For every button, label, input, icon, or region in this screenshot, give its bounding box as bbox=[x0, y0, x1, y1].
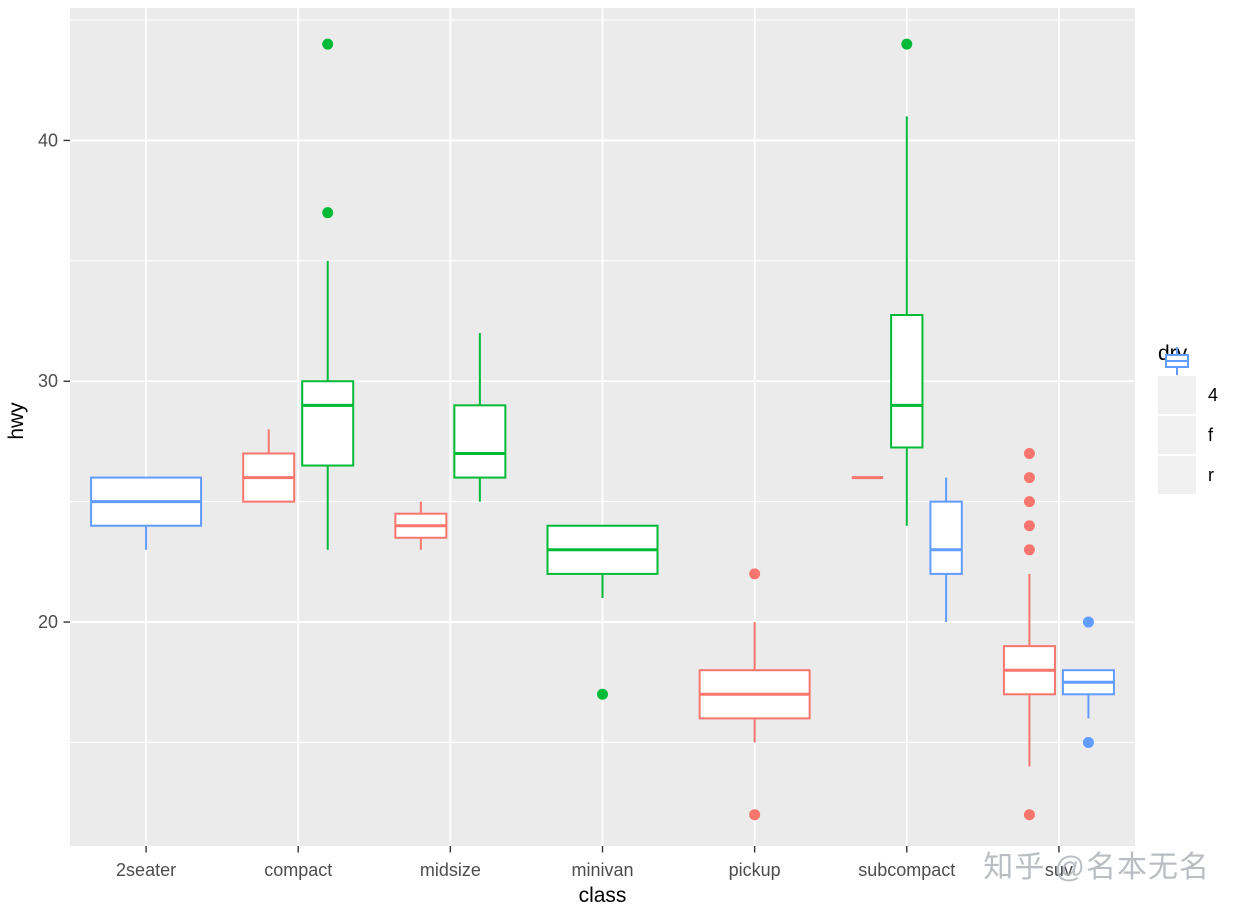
y-tick-label: 40 bbox=[38, 130, 58, 150]
box-rect bbox=[301, 380, 355, 467]
outlier-point bbox=[1023, 520, 1035, 532]
legend-key bbox=[1158, 347, 1196, 414]
x-axis-title: class bbox=[578, 884, 627, 907]
watermark: 知乎 @名本无名 bbox=[983, 851, 1210, 884]
box-minivan-f bbox=[546, 524, 659, 700]
box-2seater-r bbox=[90, 476, 203, 550]
box-rect bbox=[453, 404, 507, 479]
legend-label: r bbox=[1208, 464, 1214, 485]
legend-item: f bbox=[1158, 347, 1218, 454]
legend-label: 4 bbox=[1208, 384, 1219, 405]
outlier-point bbox=[1023, 496, 1035, 508]
legend-key bbox=[1158, 347, 1196, 494]
y-tick-label: 30 bbox=[38, 371, 58, 391]
box-midsize-4 bbox=[394, 501, 448, 550]
box-subcompact-r bbox=[929, 477, 963, 623]
outlier-point bbox=[1082, 616, 1094, 628]
box-midsize-f bbox=[453, 333, 507, 502]
legend-key bbox=[1158, 347, 1196, 454]
x-tick-label: subcompact bbox=[858, 860, 955, 880]
box-compact-4 bbox=[242, 429, 296, 503]
outlier-point bbox=[1023, 544, 1035, 556]
outlier-point bbox=[749, 568, 761, 580]
y-axis-title: hwy bbox=[5, 402, 28, 440]
outlier-point bbox=[1023, 472, 1035, 484]
box-compact-f bbox=[301, 38, 355, 550]
box-pickup-4 bbox=[698, 568, 811, 821]
x-tick-label: pickup bbox=[729, 860, 781, 880]
x-tick-label: suv bbox=[1045, 860, 1073, 880]
boxplot-key-glyph bbox=[1165, 347, 1189, 375]
legend-label: f bbox=[1208, 424, 1214, 445]
y-tick-label: 20 bbox=[38, 612, 58, 632]
outlier-point bbox=[597, 688, 608, 700]
box-suv-r bbox=[1061, 616, 1115, 748]
x-tick-label: 2seater bbox=[116, 860, 176, 880]
outlier-point bbox=[1082, 736, 1094, 748]
outlier-point bbox=[322, 38, 334, 50]
outlier-point bbox=[749, 809, 761, 821]
box-suv-4 bbox=[1002, 447, 1056, 821]
outlier-point bbox=[1023, 809, 1035, 821]
outlier-point bbox=[901, 38, 913, 50]
legend-item: 4 bbox=[1158, 347, 1219, 414]
outlier-point bbox=[1023, 447, 1035, 459]
x-tick-label: minivan bbox=[571, 860, 633, 880]
box-subcompact-f bbox=[890, 38, 924, 526]
box-rect bbox=[929, 500, 963, 575]
box-rect bbox=[890, 314, 924, 449]
outlier-point bbox=[322, 207, 334, 219]
legend-item: r bbox=[1158, 347, 1218, 494]
x-tick-label: compact bbox=[264, 860, 332, 880]
x-tick-label: midsize bbox=[420, 860, 481, 880]
